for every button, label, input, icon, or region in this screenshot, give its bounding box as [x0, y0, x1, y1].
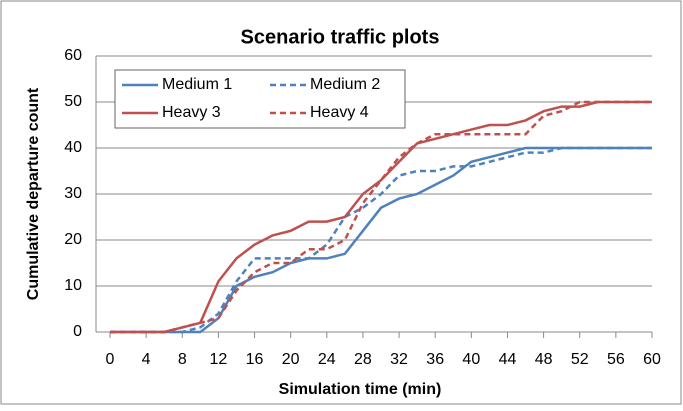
y-tick-label: 40	[64, 139, 82, 156]
y-tick-label: 20	[64, 231, 82, 248]
y-tick-label: 10	[64, 277, 82, 294]
y-axis-label: Cumulative departure count	[25, 87, 42, 300]
y-tick-label: 30	[64, 185, 82, 202]
x-tick-label: 24	[318, 351, 336, 368]
series-line	[110, 146, 652, 334]
x-tick-label: 28	[354, 351, 372, 368]
x-tick-label: 8	[178, 351, 187, 368]
legend-box	[114, 69, 406, 129]
x-tick-label: 4	[142, 351, 151, 368]
x-tick-label: 48	[535, 351, 553, 368]
legend-label: Medium 1	[162, 76, 232, 93]
x-tick-label: 44	[499, 351, 517, 368]
x-tick-label: 36	[426, 351, 444, 368]
legend-label: Heavy 4	[310, 104, 369, 121]
y-tick-label: 0	[73, 323, 82, 340]
x-tick-label: 16	[246, 351, 264, 368]
x-tick-label: 56	[607, 351, 625, 368]
legend-label: Medium 2	[310, 76, 380, 93]
x-axis-label: Simulation time (min)	[279, 381, 442, 398]
x-tick-label: 40	[462, 351, 480, 368]
x-tick-label: 52	[571, 351, 589, 368]
chart-title: Scenario traffic plots	[241, 26, 440, 48]
legend-label: Heavy 3	[162, 104, 221, 121]
y-tick-label: 50	[64, 93, 82, 110]
x-tick-label: 12	[210, 351, 228, 368]
y-tick-label: 60	[64, 47, 82, 64]
x-tick-label: 20	[282, 351, 300, 368]
x-tick-label: 0	[106, 351, 115, 368]
x-tick-label: 32	[390, 351, 408, 368]
series-line	[110, 100, 652, 334]
x-tick-label: 60	[643, 351, 661, 368]
